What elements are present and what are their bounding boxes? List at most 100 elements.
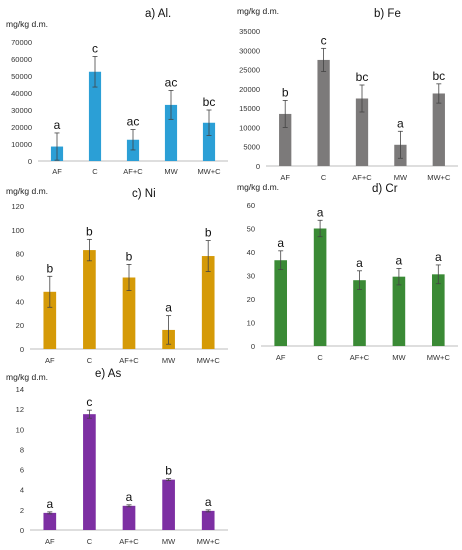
bar [43, 291, 57, 349]
significance-letter: ac [165, 75, 178, 89]
bar [201, 510, 215, 530]
significance-letter: a [397, 116, 404, 130]
significance-letter: a [54, 118, 61, 132]
y-tick-label: 20 [16, 321, 24, 330]
x-tick-label: MW+C [197, 167, 221, 176]
y-tick-label: 60 [247, 201, 255, 210]
y-tick-label: 15000 [239, 104, 260, 113]
chart-panel-1: mg/kg d.m. b) Fe 0 5000 10000 15000 20000 25000… [237, 6, 458, 182]
y-tick-label: 70000 [11, 38, 32, 47]
significance-letter: a [356, 256, 363, 270]
significance-letter: b [205, 226, 212, 240]
significance-letter: a [317, 205, 324, 219]
bar [432, 93, 445, 166]
significance-letter: a [205, 495, 212, 509]
y-tick-label: 50 [247, 225, 255, 234]
y-tick-label: 8 [20, 445, 24, 454]
x-tick-label: MW [394, 173, 408, 182]
significance-letter: bc [356, 70, 369, 84]
bar [274, 260, 288, 346]
x-tick-label: MW [162, 356, 176, 365]
x-tick-label: C [317, 353, 323, 362]
bar [392, 276, 406, 346]
y-tick-label: 10 [16, 425, 24, 434]
chart-title: a) Al. [145, 8, 171, 20]
bar [88, 71, 102, 161]
significance-letter: a [277, 236, 284, 250]
y-tick-label: 0 [20, 526, 24, 535]
x-tick-label: AF+C [119, 537, 139, 546]
significance-letter: b [282, 85, 289, 99]
bar [164, 104, 178, 161]
x-tick-label: MW+C [427, 173, 451, 182]
x-tick-label: C [87, 537, 93, 546]
chart-panel-3: mg/kg d.m. d) Cr 0 10 20 30 40 50 60 a AF a Ca AF+C a M… [237, 182, 458, 362]
chart-title: c) Ni [132, 188, 156, 200]
x-tick-label: MW+C [427, 353, 451, 362]
significance-letter: a [435, 250, 442, 264]
x-tick-label: AF+C [350, 353, 370, 362]
x-tick-label: AF [276, 353, 286, 362]
y-tick-label: 100 [11, 226, 24, 235]
y-tick-label: 50000 [11, 72, 32, 81]
significance-letter: b [86, 224, 93, 238]
bar [43, 512, 57, 530]
significance-letter: a [396, 253, 403, 267]
y-tick-label: 30 [247, 272, 255, 281]
chart-panel-4: mg/kg d.m. e) As 0 2 4 6 8 10 12 14 a AF c Ca AF+C b MW a… [6, 368, 228, 546]
y-tick-label: 0 [256, 162, 260, 171]
significance-letter: bc [203, 95, 216, 109]
bar [313, 228, 327, 346]
x-tick-label: AF+C [123, 167, 143, 176]
chart-title: d) Cr [372, 183, 398, 195]
y-tick-label: 0 [20, 345, 24, 354]
x-tick-label: AF [45, 537, 55, 546]
bar [126, 139, 140, 161]
y-tick-label: 40000 [11, 89, 32, 98]
significance-letter: bc [432, 69, 445, 83]
y-tick-label: 60000 [11, 55, 32, 64]
y-tick-label: 4 [20, 486, 24, 495]
x-tick-label: C [87, 356, 93, 365]
x-tick-label: C [321, 173, 327, 182]
x-tick-label: AF+C [119, 356, 139, 365]
y-tick-label: 80 [16, 250, 24, 259]
bar [122, 277, 136, 349]
y-tick-label: 5000 [243, 143, 260, 152]
y-axis-label: mg/kg d.m. [6, 186, 48, 196]
y-tick-label: 10000 [239, 123, 260, 132]
bar [353, 280, 366, 346]
y-tick-label: 10000 [11, 140, 32, 149]
x-tick-label: AF [52, 167, 62, 176]
y-axis-label: mg/kg d.m. [6, 372, 48, 382]
bar [122, 505, 136, 530]
y-tick-label: 30000 [11, 106, 32, 115]
bar [83, 414, 96, 530]
x-tick-label: MW+C [197, 356, 221, 365]
bar [279, 113, 292, 166]
significance-letter: c [321, 33, 327, 47]
x-tick-label: AF+C [352, 173, 372, 182]
significance-letter: c [86, 395, 92, 409]
x-tick-label: AF [280, 173, 290, 182]
chart-title: b) Fe [374, 8, 401, 20]
chart-title: e) As [95, 368, 121, 380]
x-tick-label: MW [162, 537, 176, 546]
significance-letter: b [126, 249, 133, 263]
y-tick-label: 30000 [239, 46, 260, 55]
y-tick-label: 12 [16, 405, 24, 414]
y-tick-label: 40 [247, 248, 255, 257]
chart-panel-2: mg/kg d.m. c) Ni 0 20 40 60 80 100 120 b AF b Cb AF+C… [6, 186, 228, 365]
y-tick-label: 35000 [239, 27, 260, 36]
y-tick-label: 20000 [11, 123, 32, 132]
bar [162, 479, 175, 530]
y-axis-label: mg/kg d.m. [6, 19, 48, 29]
chart-panel-0: mg/kg d.m. a) Al. 0 10000 20000 30000 40000 500… [6, 8, 228, 176]
bar [201, 256, 215, 349]
x-tick-label: MW [164, 167, 178, 176]
y-axis-label: mg/kg d.m. [237, 6, 279, 16]
bar [202, 122, 216, 161]
y-tick-label: 120 [11, 202, 24, 211]
significance-letter: a [46, 497, 53, 511]
